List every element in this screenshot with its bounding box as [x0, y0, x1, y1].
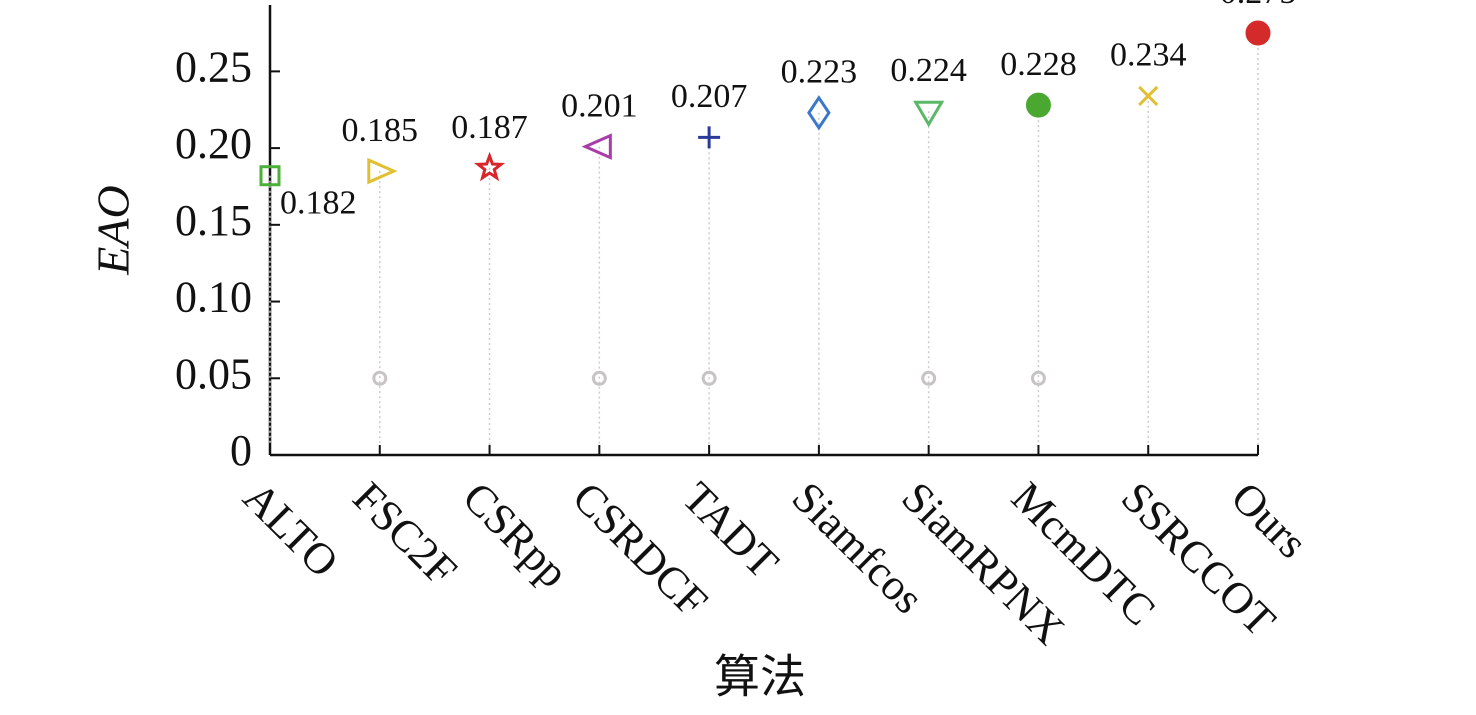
y-tick-label: 0	[230, 426, 252, 475]
y-tick-label: 0.10	[175, 273, 252, 322]
secondary-marker	[591, 370, 607, 386]
value-label: 0.234	[1110, 37, 1187, 74]
y-tick-label: 0.25	[175, 42, 252, 91]
marker	[367, 157, 398, 185]
value-label: 0.224	[890, 52, 967, 89]
marker	[1138, 85, 1159, 106]
value-label: 0.201	[561, 87, 638, 124]
marker	[581, 133, 612, 160]
value-label: 0.182	[280, 185, 357, 222]
marker	[1025, 92, 1051, 118]
y-tick-label: 0.05	[175, 349, 252, 398]
y-tick-label: 0.15	[175, 196, 252, 245]
value-label: 0.223	[781, 54, 858, 91]
marker	[698, 126, 721, 149]
secondary-marker	[921, 370, 937, 386]
x-tick-label: CSRpp	[453, 473, 578, 598]
marker	[913, 100, 945, 128]
x-tick-label: ALTO	[234, 473, 348, 587]
marker	[807, 95, 831, 131]
secondary-marker	[701, 370, 717, 386]
value-label: 0.207	[671, 78, 748, 115]
x-tick-label: Ours	[1222, 473, 1317, 568]
x-axis-label: 算法	[714, 652, 806, 703]
value-label: 0.185	[342, 112, 419, 149]
marker	[1245, 20, 1271, 46]
x-tick-label: FSC2F	[344, 473, 467, 596]
secondary-marker	[372, 370, 388, 386]
y-tick-label: 0.20	[175, 119, 252, 168]
marker	[259, 165, 281, 187]
y-axis-label: EAO	[88, 185, 139, 275]
value-label: 0.275	[1220, 0, 1297, 11]
secondary-marker	[1030, 370, 1046, 386]
value-label: 0.228	[1000, 46, 1077, 83]
value-label: 0.187	[451, 109, 528, 146]
marker	[474, 151, 506, 182]
